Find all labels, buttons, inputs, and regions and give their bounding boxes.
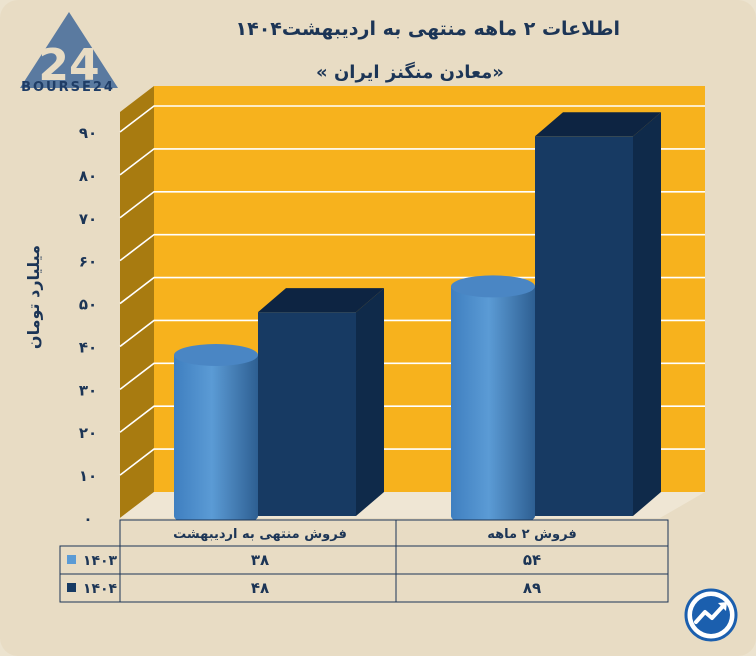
box-top (258, 288, 384, 313)
bourse24-logo: 24 (20, 12, 118, 91)
bar-۱۴۰۴ (258, 288, 384, 516)
cylinder-body (451, 286, 535, 527)
legend-swatch (67, 583, 76, 592)
legend-label: ۱۴۰۳ (83, 553, 118, 569)
trend-up-icon (684, 588, 738, 642)
data-label: ۳۸ (251, 551, 269, 569)
gridline (119, 190, 705, 219)
x-category-label: فروش منتهی به اردیبهشت (173, 527, 347, 542)
legend-swatch (67, 555, 76, 564)
data-label: ۵۴ (523, 551, 541, 569)
chart-subtitle: «معادن منگنز ایران » (316, 62, 504, 83)
box-front (535, 136, 633, 517)
x-category-label: فروش ۲ ماهه (487, 527, 576, 542)
y-tick-label: ۴۰ (79, 338, 97, 356)
bar-۱۴۰۳ (174, 344, 258, 527)
y-tick-label: ۳۰ (79, 381, 97, 399)
y-tick-label: ۷۰ (79, 210, 97, 228)
logo-text: BOURSE24 (21, 80, 115, 95)
legend-label: ۱۴۰۴ (83, 581, 118, 597)
y-tick-label: ۰ (83, 510, 92, 528)
y-tick-label: ۸۰ (79, 167, 97, 185)
y-tick-label: ۲۰ (79, 424, 97, 442)
gridline (119, 276, 705, 305)
y-tick-label: ۵۰ (79, 296, 97, 314)
bar-۱۴۰۳ (451, 275, 535, 527)
data-label: ۸۹ (523, 579, 541, 597)
side-wall (120, 86, 154, 518)
cylinder-top (174, 344, 258, 367)
data-label: ۴۸ (251, 579, 269, 597)
cylinder-top (451, 275, 535, 298)
gridline (119, 105, 705, 133)
logo-mark: 24 (38, 40, 99, 91)
cylinder-body (174, 355, 258, 527)
bar-۱۴۰۴ (535, 112, 661, 517)
chart-title: اطلاعات ۲ ماهه منتهی به اردیبهشت۱۴۰۴ (235, 18, 621, 40)
box-side (356, 288, 384, 516)
gridline (119, 148, 705, 176)
table-header-row (119, 519, 669, 547)
y-tick-label: ۹۰ (79, 124, 97, 142)
y-tick-label: ۶۰ (79, 253, 97, 271)
y-tick-label: ۱۰ (79, 467, 97, 485)
box-front (258, 312, 356, 516)
box-side (633, 112, 661, 517)
box-top (535, 112, 661, 137)
gridline (119, 233, 705, 262)
